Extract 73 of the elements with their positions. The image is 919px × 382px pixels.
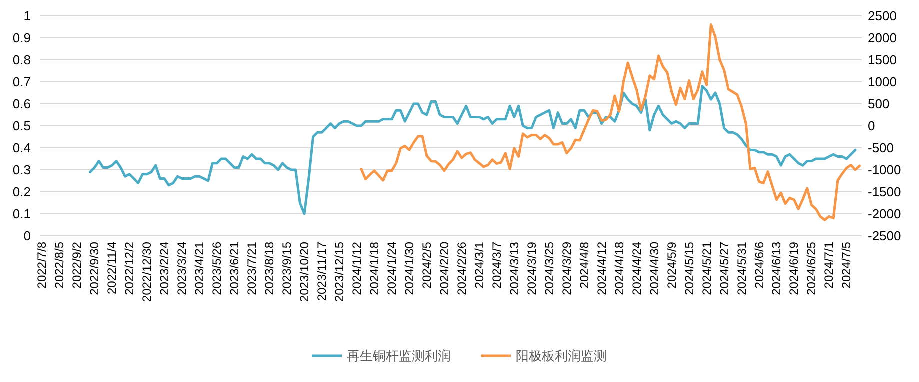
x-tick-label: 2023/5/26 xyxy=(210,242,224,296)
x-tick-label: 2024/3/29 xyxy=(560,242,574,296)
x-tick-label: 2024/2/26 xyxy=(454,242,469,296)
x-tick-label: 2023/4/21 xyxy=(192,242,207,296)
x-tick-label: 2024/4/12 xyxy=(594,242,609,296)
legend-label: 阳极板利润监测 xyxy=(516,348,607,364)
y-tick-label: 0 xyxy=(24,228,31,244)
y-tick-label: 1 xyxy=(24,8,31,24)
x-tick-label: 2024/4/18 xyxy=(612,242,626,296)
y2-tick-label: -1000 xyxy=(868,162,902,178)
x-tick-label: 2024/1/18 xyxy=(367,242,382,296)
y-tick-label: 0.2 xyxy=(12,184,31,200)
y2-tick-label: 0 xyxy=(868,118,876,134)
y-tick-label: 0.5 xyxy=(12,118,31,134)
x-tick-label: 2024/4/30 xyxy=(647,242,662,296)
x-tick-label: 2024/5/9 xyxy=(664,242,679,289)
x-tick-label: 2024/5/21 xyxy=(700,242,714,296)
x-tick-label: 2023/12/15 xyxy=(332,242,347,302)
y2-tick-label: 1000 xyxy=(868,74,897,90)
x-tick-label: 2024/7/1 xyxy=(822,242,836,289)
x-tick-label: 2024/3/7 xyxy=(490,242,504,289)
x-tick-label: 2024/6/19 xyxy=(787,242,802,296)
x-tick-label: 2023/2/24 xyxy=(158,242,172,296)
x-tick-label: 2022/11/4 xyxy=(105,242,120,294)
x-tick-label: 2022/12/2 xyxy=(122,242,137,296)
x-tick-label: 2022/7/8 xyxy=(35,242,50,289)
x-tick-label: 2024/2/5 xyxy=(420,242,434,289)
x-tick-label: 2022/8/5 xyxy=(52,242,67,289)
y2-tick-label: -500 xyxy=(868,140,894,156)
x-tick-label: 2024/2/20 xyxy=(437,242,452,296)
x-tick-label: 2024/3/1 xyxy=(472,242,486,289)
y-tick-label: 0.9 xyxy=(12,30,31,46)
y-tick-label: 0.3 xyxy=(12,162,31,178)
y2-tick-label: -2500 xyxy=(868,228,902,244)
y2-tick-label: -1500 xyxy=(868,184,902,200)
line-series xyxy=(360,24,862,222)
x-tick-label: 2022/9/2 xyxy=(70,242,84,289)
x-tick-label: 2023/8/18 xyxy=(262,242,277,296)
x-tick-label: 2024/6/25 xyxy=(804,242,819,296)
legend-label: 再生铜杆监测利润 xyxy=(347,348,451,364)
y2-tick-label: -2000 xyxy=(868,206,902,222)
y2-tick-label: 2000 xyxy=(868,30,897,46)
x-tick-label: 2024/5/27 xyxy=(717,242,732,296)
x-tick-label: 2023/6/21 xyxy=(228,242,242,296)
x-tick-label: 2024/1/12 xyxy=(350,242,364,296)
y2-tick-label: 500 xyxy=(868,96,890,112)
x-tick-label: 2024/7/5 xyxy=(840,242,854,289)
line-series xyxy=(89,85,857,216)
x-tick-label: 2024/3/25 xyxy=(542,242,556,296)
x-tick-label: 2023/9/15 xyxy=(280,242,294,296)
x-tick-label: 2024/3/19 xyxy=(524,242,539,296)
x-tick-label: 2024/1/24 xyxy=(384,242,399,296)
x-tick-label: 2024/6/13 xyxy=(770,242,784,296)
y-tick-label: 0.1 xyxy=(12,206,31,222)
y2-tick-label: 1500 xyxy=(868,52,897,68)
y-tick-label: 0.7 xyxy=(12,74,31,90)
x-tick-label: 2023/10/20 xyxy=(298,242,312,302)
x-tick-label: 2024/4/24 xyxy=(630,242,644,296)
x-tick-label: 2023/3/24 xyxy=(175,242,190,296)
y-tick-label: 0.4 xyxy=(12,140,31,156)
x-tick-label: 2024/1/30 xyxy=(402,242,416,296)
y-tick-label: 0.8 xyxy=(12,52,31,68)
y-tick-label: 0.6 xyxy=(12,96,31,112)
x-tick-label: 2024/4/8 xyxy=(577,242,592,289)
y2-tick-label: 2500 xyxy=(868,8,897,24)
x-tick-label: 2023/11/17 xyxy=(315,242,330,302)
x-tick-label: 2022/9/30 xyxy=(88,242,102,296)
x-tick-label: 2024/3/13 xyxy=(507,242,522,296)
x-tick-label: 2024/5/31 xyxy=(734,242,749,296)
x-tick-label: 2024/6/6 xyxy=(752,242,766,289)
x-tick-label: 2023/7/21 xyxy=(245,242,260,296)
x-tick-label: 2022/12/30 xyxy=(140,242,154,302)
x-tick-label: 2024/5/15 xyxy=(682,242,696,296)
